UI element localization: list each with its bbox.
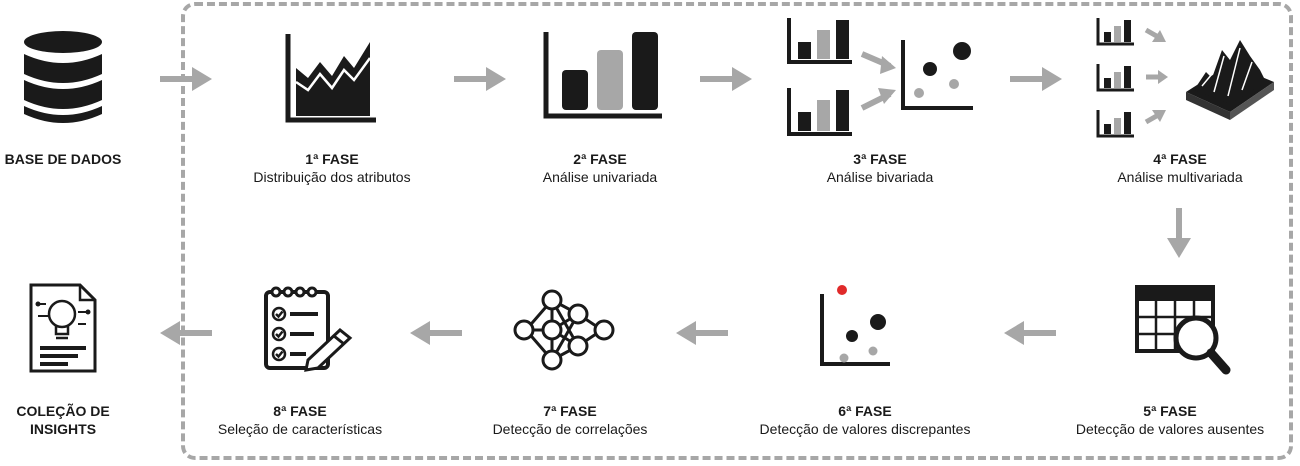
phase-3-desc: Análise bivariada: [826, 169, 934, 185]
phase-8-title: 8ª FASE: [273, 403, 327, 419]
phase-6-title: 6ª FASE: [838, 403, 892, 419]
result-caption: COLEÇÃO DE INSIGHTS: [0, 402, 128, 438]
phase-1-title: 1ª FASE: [305, 151, 359, 167]
phase-5-desc: Detecção de valores ausentes: [1075, 421, 1265, 437]
multivariate-surface-icon: [1096, 18, 1274, 138]
arrow-right-icon: [160, 67, 212, 91]
neural-network-icon: [513, 289, 615, 371]
phase-4-title: 4ª FASE: [1153, 151, 1207, 167]
bar-chart-icon: [543, 32, 662, 119]
scatter-outlier-icon: [820, 285, 890, 366]
database-icon: [24, 31, 102, 123]
phase-6-desc: Detecção de valores discrepantes: [759, 421, 971, 437]
result-title-line1: COLEÇÃO DE: [16, 403, 110, 419]
arrow-down-icon: [1167, 208, 1191, 258]
process-frame: [181, 2, 1293, 460]
phase-6-caption: 6ª FASE Detecção de valores discrepantes: [740, 402, 990, 438]
arrow-left-icon: [676, 321, 728, 345]
phase-1-desc: Distribuição dos atributos: [253, 169, 411, 185]
source-caption: BASE DE DADOS: [0, 150, 133, 168]
area-chart-icon: [285, 34, 376, 123]
phase-4-caption: 4ª FASE Análise multivariada: [1080, 150, 1280, 186]
checklist-pencil-icon: [264, 286, 353, 372]
source-title: BASE DE DADOS: [4, 151, 122, 167]
phase-5-caption: 5ª FASE Detecção de valores ausentes: [1070, 402, 1270, 438]
phase-1-caption: 1ª FASE Distribuição dos atributos: [232, 150, 432, 186]
phase-5-title: 5ª FASE: [1143, 403, 1197, 419]
arrow-left-icon: [160, 321, 212, 345]
phase-7-title: 7ª FASE: [543, 403, 597, 419]
arrow-right-icon: [454, 67, 506, 91]
phase-3-title: 3ª FASE: [853, 151, 907, 167]
bivariate-scatter-icon: [787, 18, 973, 136]
insight-document-icon: [29, 283, 97, 373]
phase-2-caption: 2ª FASE Análise univariada: [500, 150, 700, 186]
phase-7-caption: 7ª FASE Detecção de correlações: [470, 402, 670, 438]
phase-2-title: 2ª FASE: [573, 151, 627, 167]
phase-4-desc: Análise multivariada: [1117, 169, 1243, 185]
phase-2-desc: Análise univariada: [542, 169, 658, 185]
phase-3-caption: 3ª FASE Análise bivariada: [780, 150, 980, 186]
phase-8-desc: Seleção de características: [217, 421, 383, 437]
table-magnifier-icon: [1135, 285, 1231, 375]
arrow-right-icon: [700, 67, 752, 91]
phase-7-desc: Detecção de correlações: [492, 421, 648, 437]
arrow-right-icon: [1010, 67, 1062, 91]
phase-8-caption: 8ª FASE Seleção de características: [200, 402, 400, 438]
arrow-left-icon: [410, 321, 462, 345]
result-title-line2: INSIGHTS: [29, 421, 97, 437]
arrow-left-icon: [1004, 321, 1056, 345]
